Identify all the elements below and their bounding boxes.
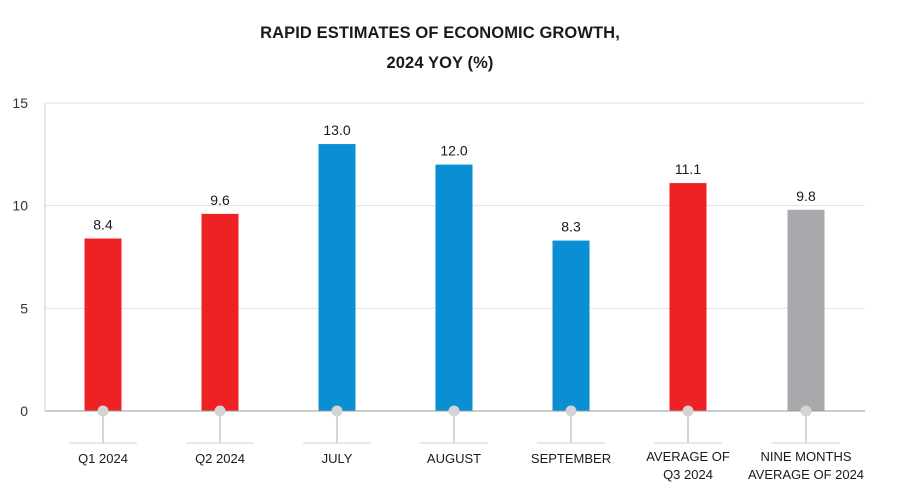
y-tick-label: 10 xyxy=(12,198,28,214)
data-label: 11.1 xyxy=(675,161,701,177)
category-marker xyxy=(97,405,109,417)
data-label: 8.3 xyxy=(561,219,581,235)
chart-title-line-1: RAPID ESTIMATES OF ECONOMIC GROWTH, xyxy=(260,24,620,42)
chart-title: RAPID ESTIMATES OF ECONOMIC GROWTH, 2024… xyxy=(0,18,880,78)
x-tick-label: SEPTEMBER xyxy=(531,451,611,466)
bar xyxy=(201,213,239,411)
x-tick-label: Q1 2024 xyxy=(78,451,128,466)
x-tick-label: JULY xyxy=(322,451,353,466)
y-tick-label: 0 xyxy=(20,403,28,419)
bar xyxy=(552,240,590,411)
category-marker xyxy=(682,405,694,417)
category-marker xyxy=(800,405,812,417)
category-marker xyxy=(448,405,460,417)
x-tick-label: Q2 2024 xyxy=(195,451,245,466)
category-marker xyxy=(565,405,577,417)
bar xyxy=(787,209,825,411)
data-label: 9.8 xyxy=(796,188,816,204)
y-tick-label: 15 xyxy=(12,95,28,111)
x-tick-label: AUGUST xyxy=(427,451,481,466)
data-label: 8.4 xyxy=(93,217,113,233)
bar xyxy=(435,164,473,411)
data-label: 13.0 xyxy=(323,122,350,138)
bar xyxy=(318,144,356,412)
y-tick-label: 5 xyxy=(20,300,28,316)
x-tick-label: NINE MONTHS xyxy=(761,449,852,464)
data-label: 12.0 xyxy=(440,143,467,159)
x-tick-label: Q3 2024 xyxy=(663,467,713,482)
bar xyxy=(669,183,707,411)
chart-title-line-2: 2024 YOY (%) xyxy=(386,54,494,72)
bar xyxy=(84,238,122,411)
category-marker xyxy=(214,405,226,417)
data-label: 9.6 xyxy=(210,192,230,208)
x-tick-label: AVERAGE OF xyxy=(646,449,730,464)
category-marker xyxy=(331,405,343,417)
x-tick-label: AVERAGE OF 2024 xyxy=(748,467,864,482)
